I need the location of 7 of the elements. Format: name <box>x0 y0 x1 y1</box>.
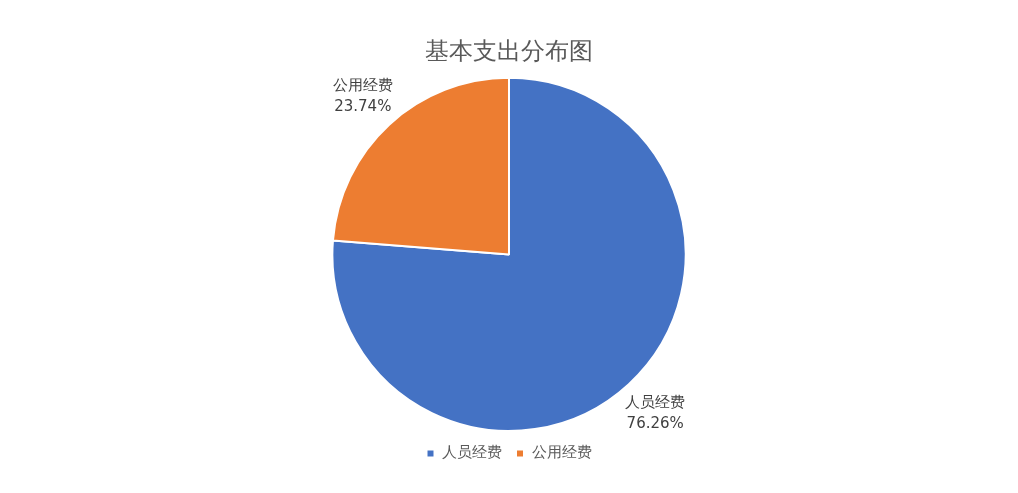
chart-title: 基本支出分布图 <box>425 36 593 65</box>
legend-label: 公用经费 <box>531 443 592 462</box>
data-label: 23.74% <box>334 97 392 116</box>
slice-label: 公用经费 <box>332 76 393 95</box>
slice-label: 人员经费 <box>625 392 686 411</box>
data-label: 76.26% <box>626 413 684 432</box>
legend-label: 人员经费 <box>442 443 502 462</box>
